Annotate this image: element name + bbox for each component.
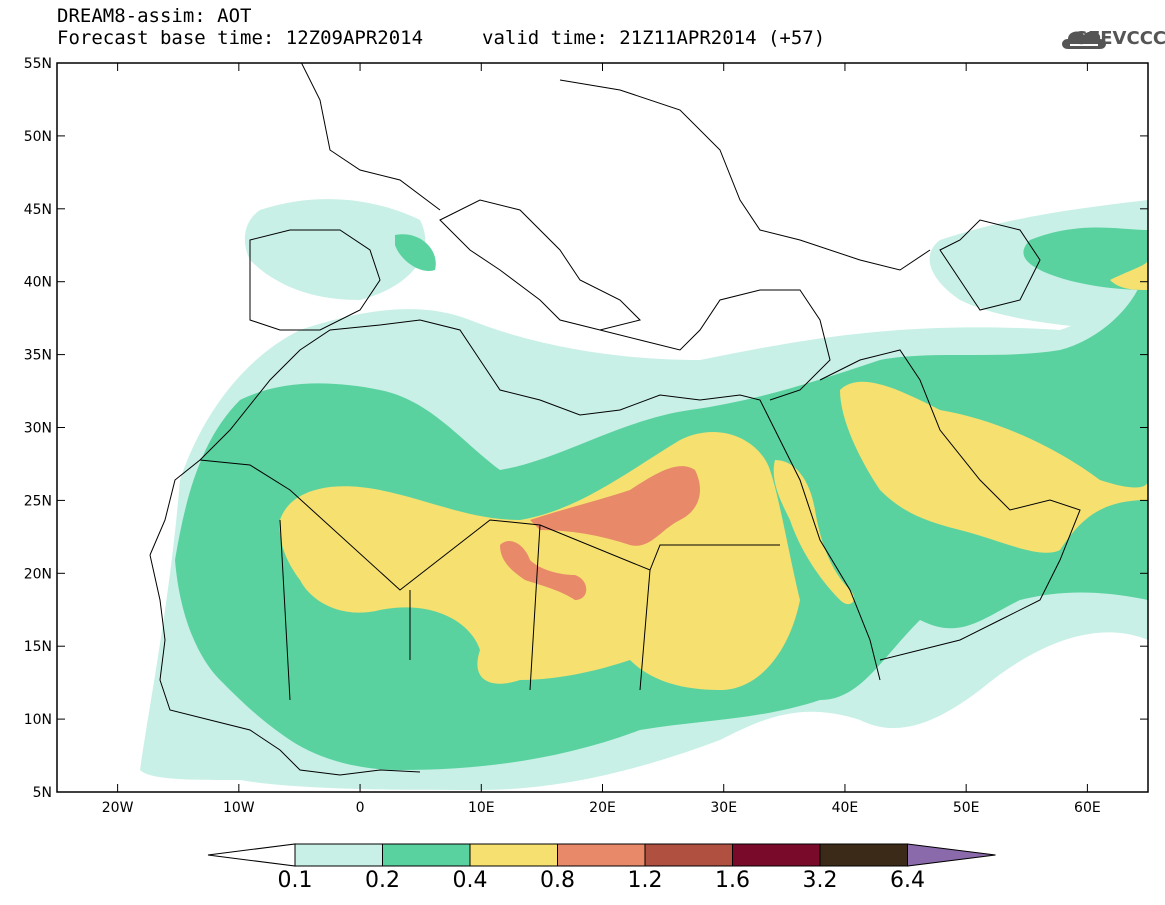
lat-tick-label: 50N	[24, 129, 52, 145]
lon-tick-label: 20E	[589, 800, 616, 816]
lon-tick-label: 0	[356, 800, 365, 816]
colorbar-cell	[382, 843, 471, 867]
colorbar-level-label: 1.6	[715, 868, 750, 893]
colorbar-level-label: 6.4	[890, 868, 925, 893]
chart-title: DREAM8-assim: AOT	[57, 5, 252, 27]
lat-tick-label: 15N	[24, 639, 52, 655]
lat-tick-label: 10N	[24, 712, 52, 728]
lat-tick-label: 25N	[24, 493, 52, 509]
colorbar-cell	[644, 843, 733, 867]
colorbar-cell	[732, 843, 821, 867]
cloud-logo-icon	[1062, 31, 1106, 49]
colorbar-level-label: 0.2	[365, 868, 400, 893]
colorbar-over-triangle	[907, 843, 996, 867]
lat-tick-label: 35N	[24, 348, 52, 364]
lon-tick-label: 10E	[468, 800, 495, 816]
lon-tick-label: 10W	[223, 800, 255, 816]
lat-tick-label: 30N	[24, 421, 52, 437]
colorbar-level-label: 1.2	[627, 868, 663, 893]
colorbar-level-label: 3.2	[802, 868, 838, 893]
forecast-base-time: Forecast base time: 12Z09APR2014	[57, 27, 424, 49]
logo-text: SEEVCCC	[1075, 28, 1165, 49]
aot-field	[140, 199, 1148, 790]
lat-tick-label: 40N	[24, 275, 52, 291]
lon-tick-label: 30E	[710, 800, 737, 816]
coastlines	[149, 63, 1081, 776]
colorbar-cell	[294, 843, 383, 867]
lat-tick-label: 20N	[24, 566, 52, 582]
lat-tick-label: 55N	[24, 56, 52, 72]
colorbar-cell	[469, 843, 558, 867]
lat-tick-label: 5N	[33, 785, 52, 801]
valid-time: valid time: 21Z11APR2014 (+57)	[482, 27, 826, 49]
colorbar-level-label: 0.4	[452, 868, 488, 893]
lat-tick-label: 45N	[24, 202, 52, 218]
lon-tick-label: 50E	[953, 800, 980, 816]
colorbar-under-triangle	[207, 843, 296, 867]
lat-tick-group: 55N 50N 45N 40N 35N 30N 25N 20N 15N 10N 5N	[24, 56, 1148, 801]
lon-tick-label: 20W	[102, 800, 134, 816]
colorbar-cell	[557, 843, 646, 867]
lon-tick-group: 20W 10W 0 10E 20E 30E 40E 50E 60E	[102, 63, 1101, 816]
lon-tick-label: 40E	[832, 800, 859, 816]
colorbar-cell	[819, 843, 908, 867]
colorbar-level-label: 0.8	[540, 868, 575, 893]
colorbar-level-label: 0.1	[277, 868, 313, 893]
lon-tick-label: 60E	[1074, 800, 1101, 816]
